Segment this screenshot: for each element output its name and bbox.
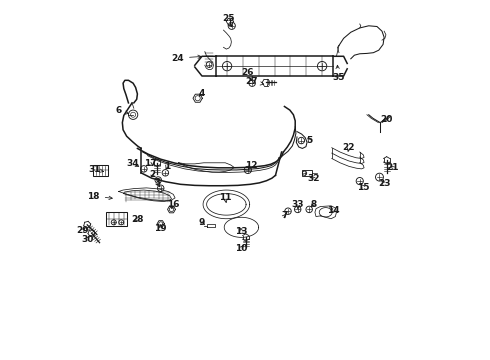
Text: 21: 21 — [387, 163, 399, 172]
Text: 31: 31 — [88, 165, 103, 174]
Text: 33: 33 — [292, 200, 304, 209]
Text: 18: 18 — [87, 192, 112, 201]
Text: 27: 27 — [245, 77, 264, 86]
Text: 11: 11 — [219, 193, 232, 202]
Text: 14: 14 — [326, 206, 339, 215]
Text: 16: 16 — [167, 200, 179, 209]
Text: 4: 4 — [198, 89, 205, 98]
Text: 26: 26 — [242, 68, 254, 81]
Text: 24: 24 — [172, 54, 201, 63]
Text: 8: 8 — [310, 200, 316, 209]
Text: 6: 6 — [115, 105, 128, 114]
Text: 28: 28 — [131, 215, 144, 224]
Text: 5: 5 — [306, 136, 313, 145]
Text: 9: 9 — [198, 218, 205, 227]
Text: 34: 34 — [127, 159, 140, 168]
Text: 15: 15 — [357, 183, 369, 192]
Text: 23: 23 — [378, 179, 391, 188]
Text: 25: 25 — [222, 14, 235, 27]
Text: 20: 20 — [380, 114, 393, 123]
FancyBboxPatch shape — [302, 170, 313, 176]
FancyBboxPatch shape — [93, 165, 108, 176]
Text: 13: 13 — [235, 228, 247, 237]
Text: 29: 29 — [76, 226, 89, 235]
FancyBboxPatch shape — [106, 212, 127, 226]
Text: 7: 7 — [281, 211, 288, 220]
Text: 10: 10 — [235, 244, 247, 253]
Text: 32: 32 — [307, 174, 319, 183]
Text: 22: 22 — [343, 143, 355, 152]
Text: 3: 3 — [154, 178, 161, 187]
Text: 1: 1 — [164, 162, 170, 171]
Text: 19: 19 — [154, 224, 167, 233]
Text: 12: 12 — [245, 161, 257, 170]
Text: 30: 30 — [81, 235, 94, 244]
Text: 2: 2 — [149, 170, 156, 179]
Text: 35: 35 — [332, 65, 344, 82]
Text: 17: 17 — [144, 159, 157, 168]
